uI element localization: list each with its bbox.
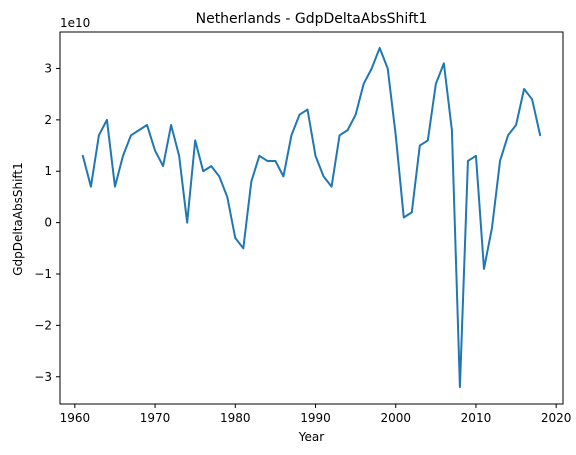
plot-area <box>59 31 564 405</box>
y-tick-label: −3 <box>34 370 52 384</box>
y-offset-label: 1e10 <box>60 16 90 30</box>
x-tick-label: 2020 <box>541 411 572 425</box>
x-tick-label: 1980 <box>220 411 251 425</box>
y-tick-label: −2 <box>34 318 52 332</box>
y-tick-label: 0 <box>44 216 52 230</box>
chart-title: Netherlands - GdpDeltaAbsShift1 <box>196 11 428 27</box>
x-tick-label: 1960 <box>60 411 91 425</box>
x-tick-label: 1970 <box>140 411 171 425</box>
y-tick-label: 1 <box>44 164 52 178</box>
y-tick-label: 3 <box>44 61 52 75</box>
x-axis: 1960 1970 1980 1990 2000 2010 2020 <box>60 404 572 425</box>
x-tick-label: 2010 <box>461 411 492 425</box>
y-tick-label: 2 <box>44 113 52 127</box>
y-axis-label: GdpDeltaAbsShift1 <box>11 162 25 276</box>
plot-frame <box>59 31 564 405</box>
y-axis: −3 −2 −1 0 1 2 3 <box>34 61 60 384</box>
series-line <box>81 46 542 389</box>
x-tick-label: 1990 <box>300 411 331 425</box>
x-tick-label: 2000 <box>380 411 411 425</box>
x-axis-label: Year <box>298 430 324 444</box>
y-tick-label: −1 <box>34 267 52 281</box>
